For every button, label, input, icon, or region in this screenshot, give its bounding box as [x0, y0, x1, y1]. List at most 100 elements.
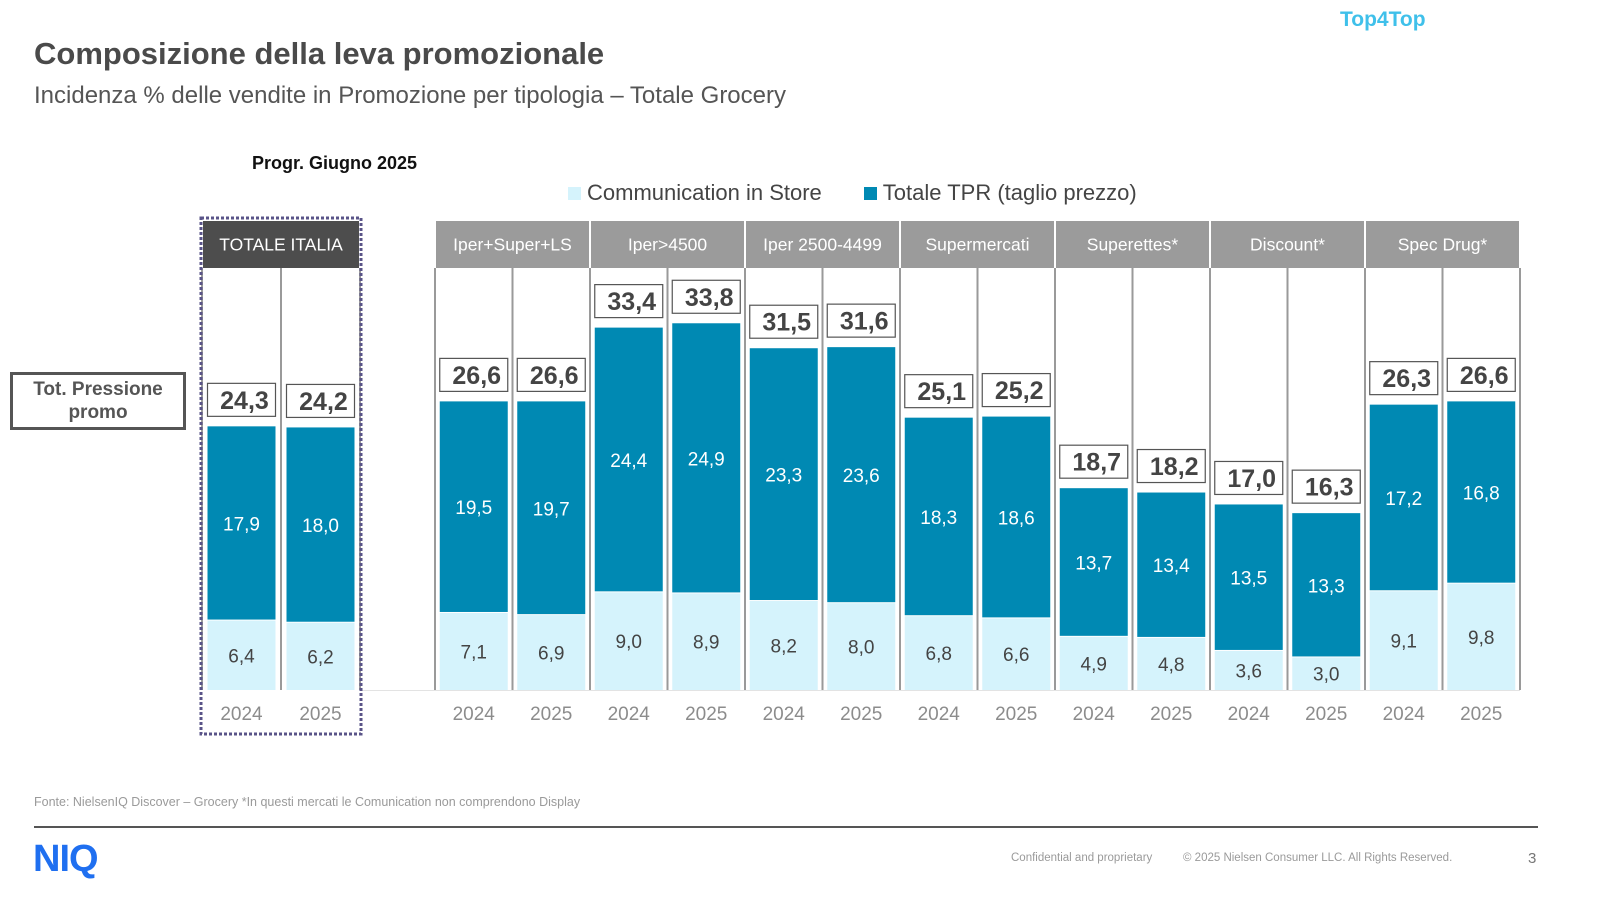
data-label-communication: 9,1	[1391, 632, 1417, 653]
x-tick-label: 2024	[918, 704, 961, 725]
bar-tpr-superettes-2024	[1059, 488, 1128, 636]
data-label-tpr: 23,3	[765, 466, 802, 487]
data-label-communication: 6,9	[538, 644, 564, 665]
bar-communication-superettes-2025	[1137, 637, 1206, 690]
bar-tpr-iper-2500-4499-2025	[827, 347, 896, 603]
x-tick-label: 2024	[1383, 704, 1426, 725]
data-label-tpr: 17,2	[1385, 489, 1422, 510]
bar-tpr-iper-super-ls-2025	[517, 401, 586, 615]
bar-tpr-discount-2025	[1292, 513, 1361, 657]
data-label-total: 26,6	[1460, 362, 1509, 390]
data-label-tpr: 16,8	[1463, 484, 1500, 505]
data-label-communication: 8,9	[693, 633, 719, 654]
data-label-tpr: 19,5	[455, 498, 492, 519]
page-title: Composizione della leva promozionale	[34, 36, 605, 71]
total-pressure-label-text: Tot. Pressione promo	[33, 379, 163, 423]
data-label-tpr: 18,6	[998, 508, 1035, 529]
bar-communication-totale-italia-2024	[207, 620, 276, 690]
total-label-box	[749, 304, 819, 339]
group-header-iper-2500-4499	[746, 221, 899, 268]
highlight-frame-totale-italia	[199, 216, 363, 736]
data-label-communication: 4,9	[1081, 654, 1107, 675]
total-label-box	[1059, 444, 1129, 479]
total-label-box	[1136, 448, 1206, 484]
x-tick-label: 2024	[608, 704, 651, 725]
bar-communication-totale-italia-2025	[286, 622, 355, 690]
total-label-box	[1291, 469, 1361, 504]
bar-communication-discount-2025	[1292, 657, 1361, 690]
footer-divider	[34, 826, 1538, 828]
bar-communication-supermercati-2024	[904, 616, 973, 690]
data-label-total: 33,4	[607, 288, 656, 316]
group-header-spec-drug	[1366, 221, 1519, 268]
bar-tpr-iper-super-ls-2024	[439, 401, 508, 612]
x-tick-label: 2025	[1150, 704, 1192, 725]
total-pressure-label: Tot. Pressione promo	[10, 372, 186, 430]
bar-communication-discount-2024	[1214, 650, 1283, 690]
legend-label-tpr: Totale TPR (taglio prezzo)	[882, 180, 1137, 205]
x-tick-label: 2024	[1228, 704, 1271, 725]
data-label-total: 26,3	[1382, 365, 1431, 393]
period-label: Progr. Giugno 2025	[252, 153, 418, 173]
niq-logo: NIQ	[33, 838, 99, 880]
data-label-tpr: 13,4	[1153, 556, 1190, 577]
data-label-total: 31,5	[762, 309, 811, 337]
bar-communication-iper-super-ls-2025	[517, 615, 586, 690]
total-label-box	[1446, 357, 1516, 392]
group-header-label-supermercati: Supermercati	[925, 235, 1029, 255]
bar-communication-iper-4500-2025	[672, 593, 741, 690]
data-label-total: 26,6	[530, 362, 579, 390]
bar-tpr-spec-drug-2024	[1369, 404, 1438, 591]
legend-item-tpr: Totale TPR (taglio prezzo)	[863, 180, 1137, 206]
total-label-box	[671, 279, 741, 314]
data-label-total: 33,8	[685, 284, 734, 312]
bar-tpr-totale-italia-2025	[286, 427, 355, 622]
bar-tpr-totale-italia-2024	[207, 426, 276, 620]
total-label-box	[516, 357, 586, 392]
data-label-total: 17,0	[1227, 465, 1276, 493]
x-tick-label: 2025	[840, 704, 882, 725]
x-tick-label: 2024	[220, 704, 263, 725]
group-header-label-iper-super-ls: Iper+Super+LS	[453, 235, 572, 255]
chart-legend: Communication in Store Totale TPR (tagli…	[568, 180, 1179, 206]
data-label-communication: 6,2	[307, 647, 333, 668]
source-footnote: Fonte: NielsenIQ Discover – Grocery *In …	[34, 795, 581, 809]
bar-tpr-spec-drug-2025	[1447, 401, 1516, 583]
total-label-box	[1369, 361, 1439, 396]
data-label-tpr: 13,3	[1308, 576, 1345, 597]
data-label-communication: 8,2	[771, 637, 797, 658]
copyright-note: © 2025 Nielsen Consumer LLC. All Rights …	[1183, 852, 1453, 864]
group-header-iper-super-ls	[436, 221, 589, 268]
total-label-box	[981, 372, 1051, 408]
data-label-tpr: 19,7	[533, 499, 570, 520]
group-header-label-superettes: Superettes*	[1087, 235, 1179, 255]
x-tick-label: 2025	[1305, 704, 1347, 725]
bar-communication-superettes-2024	[1059, 636, 1128, 690]
legend-swatch-communication	[568, 186, 581, 200]
x-tick-label: 2024	[763, 704, 806, 725]
group-header-label-discount: Discount*	[1250, 235, 1325, 255]
total-label-box	[594, 284, 664, 319]
data-label-total: 18,7	[1072, 449, 1121, 477]
bar-communication-iper-4500-2024	[594, 592, 663, 690]
group-header-superettes	[1056, 221, 1209, 268]
total-label-box	[826, 303, 896, 338]
confidential-note: Confidential and proprietary	[1011, 852, 1153, 864]
group-header-label-iper-4500: Iper>4500	[628, 235, 708, 255]
legend-swatch-tpr	[863, 186, 877, 200]
group-header-label-spec-drug: Spec Drug*	[1398, 235, 1488, 255]
data-label-communication: 8,0	[848, 638, 874, 659]
bar-communication-spec-drug-2025	[1447, 583, 1516, 690]
data-label-total: 25,2	[995, 377, 1044, 405]
total-label-box	[439, 357, 509, 392]
total-label-box	[904, 374, 974, 409]
data-label-total: 31,6	[840, 308, 889, 336]
x-tick-label: 2024	[1073, 704, 1116, 725]
bar-tpr-supermercati-2025	[982, 416, 1051, 618]
data-label-communication: 6,6	[1003, 645, 1029, 666]
bar-communication-iper-2500-4499-2025	[827, 603, 896, 690]
x-tick-label: 2025	[530, 704, 572, 725]
group-header-label-iper-2500-4499: Iper 2500-4499	[763, 235, 882, 255]
data-label-tpr: 13,7	[1075, 554, 1112, 575]
